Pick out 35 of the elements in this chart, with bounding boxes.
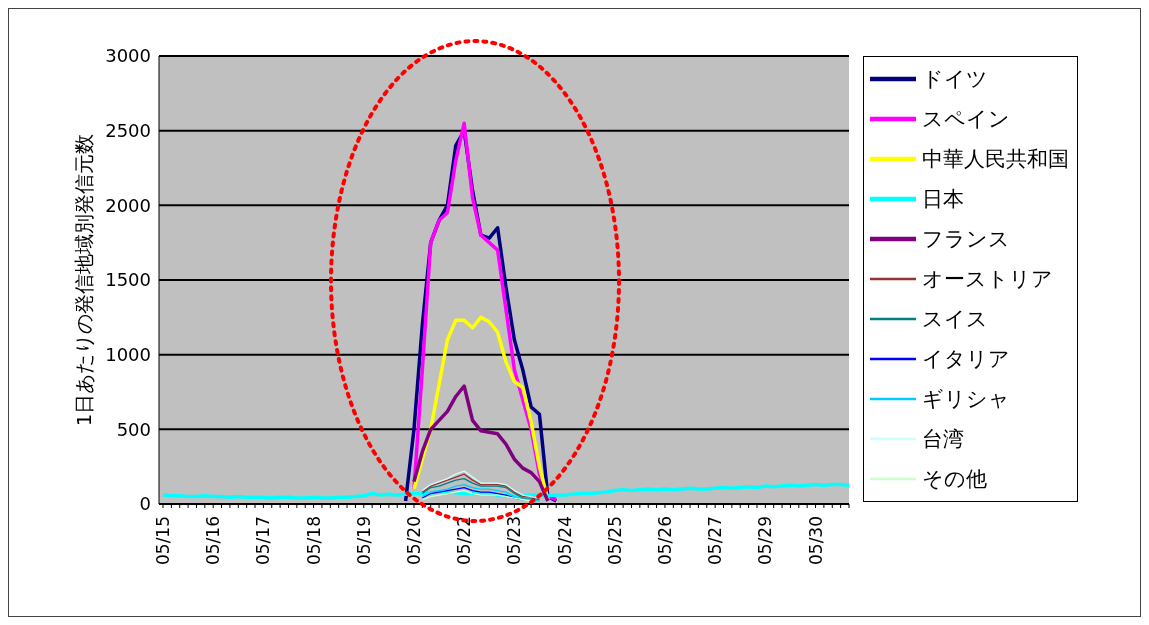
- legend-label: スイス: [922, 306, 988, 333]
- x-tick-label: 05/23: [504, 516, 525, 565]
- x-tick-label: 05/19: [353, 516, 374, 565]
- legend-label: 日本: [922, 186, 964, 213]
- x-tick-label: 05/16: [203, 516, 224, 565]
- x-tick-label: 05/18: [303, 516, 324, 565]
- legend-label: その他: [922, 466, 987, 493]
- legend-label: ドイツ: [922, 66, 988, 93]
- line-series: [412, 384, 550, 503]
- x-tick-label: 05/29: [755, 516, 776, 565]
- x-tick-label: 05/24: [554, 516, 575, 565]
- legend-label: フランス: [922, 226, 1010, 253]
- y-tick-label: 1500: [105, 269, 151, 291]
- y-tick-label: 0: [139, 493, 151, 515]
- y-tick-label: 3000: [105, 45, 151, 67]
- x-tick-label: 05/26: [654, 516, 675, 565]
- x-tick-label: 05/20: [403, 516, 424, 565]
- y-tick-label: 500: [116, 418, 151, 440]
- legend-label: 台湾: [922, 426, 964, 453]
- x-tick-label: 05/17: [253, 516, 274, 565]
- legend-label: スペイン: [922, 106, 1010, 133]
- legend-label: 中華人民共和国: [922, 146, 1069, 173]
- x-tick-label: 05/30: [805, 516, 826, 565]
- y-tick-label: 2500: [105, 120, 151, 142]
- x-tick-label: 05/15: [153, 516, 173, 565]
- legend-label: ギリシャ: [922, 386, 1010, 413]
- legend-label: イタリア: [922, 346, 1010, 373]
- y-tick-label: 1000: [105, 344, 151, 366]
- line-series: [421, 489, 532, 502]
- line-series: [421, 483, 541, 502]
- y-tick-label: 2000: [105, 194, 151, 216]
- y-axis-title: 1日あたりの発信地域別発信元数: [72, 133, 97, 427]
- x-tick-label: 05/25: [604, 516, 625, 565]
- x-tick-label: 05/27: [705, 516, 726, 565]
- legend-label: オーストリア: [922, 266, 1053, 293]
